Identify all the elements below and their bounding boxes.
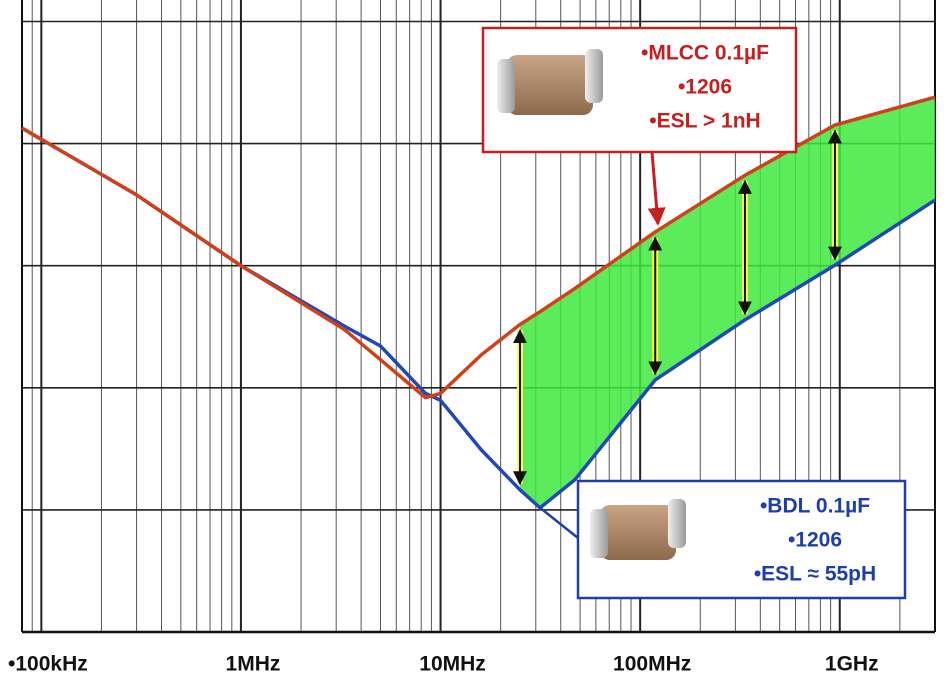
series-line: [21, 95, 936, 400]
x-tick-label: 1MHz: [226, 653, 281, 676]
annotation-text: •BDL 0.1µF: [760, 495, 870, 518]
x-tick-label: 10MHz: [419, 653, 486, 676]
difference-area: [519, 97, 935, 508]
x-tick-label: 100MHz: [613, 653, 691, 676]
pointer-arrow: [647, 151, 666, 226]
annotation-text: •ESL ≈ 55pH: [754, 563, 876, 586]
capacitor-end: [590, 509, 608, 558]
annotation-text: •1206: [678, 76, 732, 99]
plot: [21, 95, 936, 510]
x-tick-label: •100kHz: [8, 653, 88, 676]
annotations: •MLCC 0.1µF •1206 •ESL > 1nH •BDL 0.1µF •120…: [481, 26, 907, 600]
capacitor-end: [497, 59, 515, 113]
pointer-line: [539, 506, 579, 539]
capacitor-end: [668, 499, 686, 548]
capacitor-end: [585, 49, 603, 103]
capacitor-body: [507, 55, 593, 115]
annotation-text: •ESL > 1nH: [649, 110, 760, 133]
annotation-text: •1206: [788, 529, 842, 552]
capacitor-body: [600, 505, 676, 560]
annotation-text: •MLCC 0.1µF: [641, 42, 769, 65]
x-tick-label: 1GHz: [825, 653, 879, 676]
